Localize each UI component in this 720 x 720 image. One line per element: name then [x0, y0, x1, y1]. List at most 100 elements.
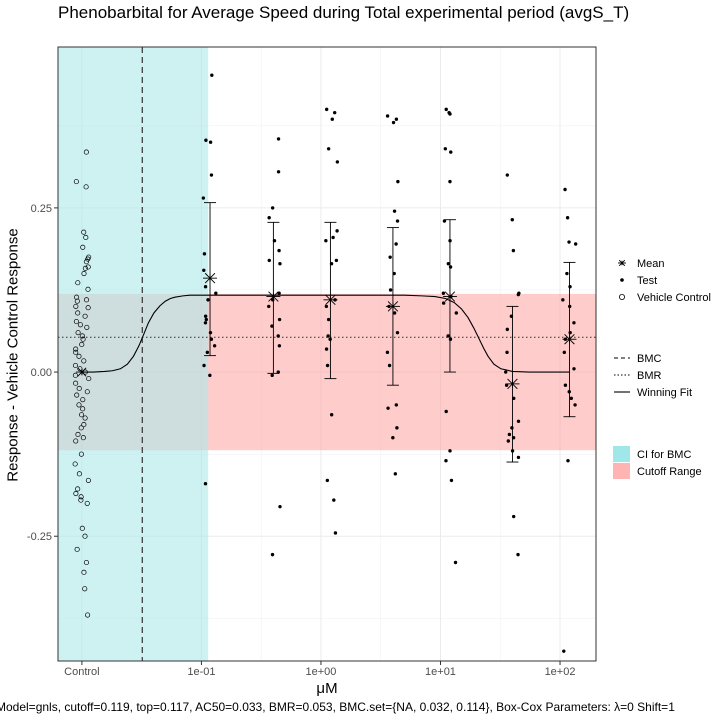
- vehicle-control-point: [83, 184, 89, 190]
- legend-fill-swatch: [613, 446, 630, 462]
- test-point: [277, 344, 282, 348]
- ci-bmc-band: [58, 47, 209, 661]
- vehicle-control-point: [75, 280, 81, 286]
- legend-label: Vehicle Control: [637, 292, 711, 304]
- test-point: [563, 383, 568, 387]
- vehicle-control-point: [73, 349, 79, 355]
- test-point: [569, 396, 573, 401]
- test-point: [510, 218, 514, 222]
- vehicle-control-point: [76, 385, 82, 392]
- test-point: [270, 206, 275, 210]
- test-point: [270, 373, 274, 378]
- test-point: [568, 284, 572, 289]
- test-point: [332, 498, 336, 502]
- test-point: [203, 321, 208, 325]
- vehicle-control-point: [78, 494, 84, 500]
- test-point: [565, 271, 569, 276]
- test-point: [277, 317, 282, 322]
- mean-marker: [203, 272, 218, 284]
- test-point: [387, 363, 392, 368]
- test-point: [573, 403, 577, 407]
- test-point: [204, 138, 208, 142]
- x-axis-label: μM: [316, 680, 338, 697]
- vehicle-control-point: [72, 372, 78, 378]
- vehicle-control-point: [81, 229, 87, 235]
- test-point: [210, 73, 214, 77]
- test-point: [276, 370, 280, 374]
- x-tick-label: 1e-01: [187, 666, 215, 678]
- test-point: [278, 504, 282, 509]
- vehicle-control-point: [82, 415, 88, 421]
- vehicle-control-point: [85, 264, 91, 270]
- test-point: [505, 173, 510, 177]
- legend-fill-swatch: [613, 463, 630, 479]
- vehicle-control-point: [76, 471, 82, 477]
- test-point: [394, 117, 399, 121]
- legend-label: BMC: [637, 353, 662, 365]
- test-point: [209, 173, 214, 177]
- test-point: [572, 367, 576, 371]
- test-point: [270, 324, 274, 328]
- test-point: [326, 317, 331, 322]
- vehicle-control-point: [81, 271, 87, 277]
- vehicle-control-point: [75, 431, 81, 437]
- test-point: [443, 147, 448, 151]
- test-point: [324, 347, 329, 351]
- test-point: [333, 531, 338, 535]
- vehicle-control-point: [73, 303, 79, 309]
- test-point: [566, 459, 570, 463]
- test-point: [567, 240, 571, 244]
- model-caption: Model=gnls, cutoff=0.119, top=0.117, AC5…: [0, 700, 675, 714]
- test-point: [385, 350, 390, 355]
- vehicle-control-point: [83, 234, 89, 240]
- test-point: [392, 209, 397, 213]
- test-point: [448, 179, 452, 184]
- test-point: [212, 344, 217, 348]
- legend-mean-icon: [618, 259, 626, 267]
- test-point: [335, 229, 339, 233]
- test-point: [573, 242, 578, 246]
- test-point: [325, 478, 330, 483]
- test-point: [507, 432, 512, 437]
- legend-label: Cutoff Range: [637, 466, 702, 478]
- y-tick-label: 0.25: [31, 203, 52, 215]
- vehicle-control-point: [74, 294, 80, 300]
- test-point: [449, 150, 453, 154]
- test-point: [444, 107, 448, 112]
- test-point: [568, 330, 572, 335]
- test-point: [562, 649, 566, 653]
- test-point: [277, 248, 281, 253]
- mean-marker: [323, 294, 338, 306]
- x-tick-label: Control: [64, 666, 99, 678]
- test-point: [516, 455, 521, 460]
- mean-marker: [442, 291, 457, 302]
- test-point: [330, 117, 334, 121]
- vehicle-control-point: [83, 259, 89, 265]
- vehicle-control-point: [82, 586, 88, 592]
- test-point: [505, 327, 510, 332]
- vehicle-control-point: [81, 358, 87, 364]
- test-point: [504, 383, 509, 387]
- test-point: [276, 334, 280, 338]
- vehicle-control-point: [80, 435, 86, 441]
- test-point: [449, 478, 454, 483]
- legend-vehicle-control-icon: [619, 293, 626, 300]
- test-point: [388, 288, 393, 292]
- test-point: [331, 235, 335, 240]
- test-point: [444, 459, 448, 463]
- test-point: [205, 350, 210, 355]
- test-point: [391, 120, 396, 125]
- test-point: [201, 196, 206, 200]
- test-point: [511, 514, 516, 519]
- test-point: [441, 301, 446, 305]
- test-point: [324, 107, 329, 112]
- vehicle-control-point: [84, 324, 90, 330]
- test-point: [329, 413, 334, 417]
- test-point: [332, 110, 337, 115]
- test-point: [453, 560, 458, 565]
- vehicle-control-point: [78, 497, 84, 503]
- vehicle-control-point: [73, 179, 79, 185]
- test-point: [203, 284, 208, 289]
- vehicle-control-point: [72, 362, 79, 369]
